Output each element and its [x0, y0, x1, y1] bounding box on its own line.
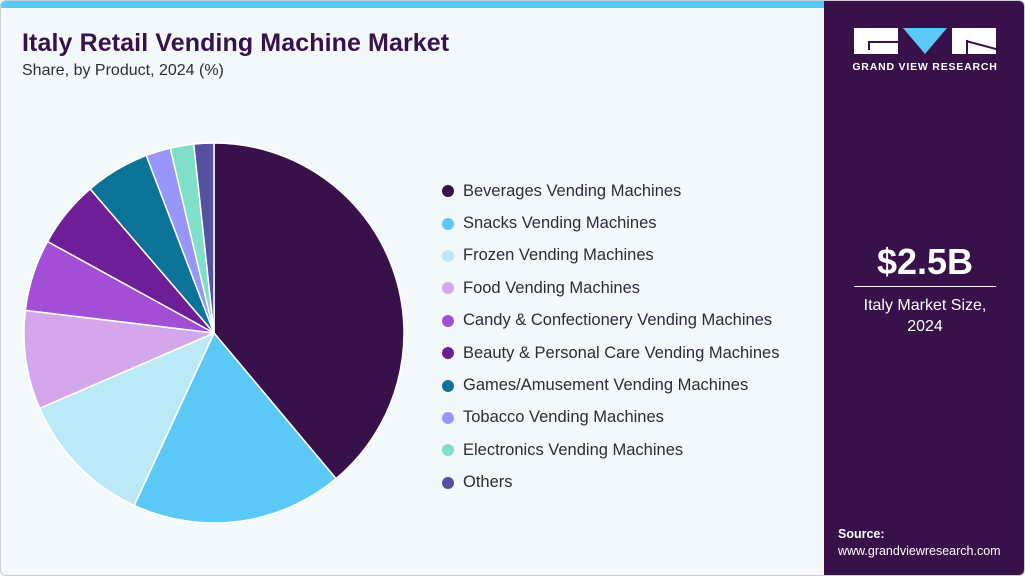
pie-slice-others	[192, 142, 215, 334]
legend-dot-icon	[442, 347, 454, 360]
source-title: Source:	[838, 527, 885, 541]
legend-item-electronics: Electronics Vending Machines	[442, 434, 779, 466]
pie-slice-frozen-vending-machines	[38, 332, 215, 507]
market-size-label-line2: 2024	[907, 318, 943, 335]
legend-item-tobacco: Tobacco Vending Machines	[442, 402, 779, 434]
legend-item-others: Others	[442, 467, 779, 499]
pie-slice-snacks-vending-machines	[133, 332, 337, 524]
accent-bar	[1, 1, 824, 8]
legend-dot-icon	[442, 444, 454, 457]
legend-dot-icon	[442, 185, 454, 198]
legend-dot-icon	[442, 217, 454, 230]
pie-slice-beverages-vending-machines	[213, 142, 405, 480]
legend-label: Beauty & Personal Care Vending Machines	[463, 343, 780, 362]
pie-svg	[23, 142, 405, 524]
market-size-label-line1: Italy Market Size,	[863, 297, 987, 314]
legend-item-games: Games/Amusement Vending Machines	[442, 369, 779, 401]
legend-dot-icon	[442, 411, 454, 424]
legend-label: Others	[463, 473, 513, 492]
legend-label: Snacks Vending Machines	[463, 214, 657, 233]
divider	[854, 286, 996, 287]
source-link[interactable]: www.grandviewresearch.com	[838, 544, 1001, 558]
legend-dot-icon	[442, 249, 454, 262]
legend-item-beauty: Beauty & Personal Care Vending Machines	[442, 337, 779, 369]
market-size-value: $2.5B	[876, 241, 974, 282]
side-panel: GRAND VIEW RESEARCH $2.5B Italy Market S…	[824, 1, 1024, 575]
legend-dot-icon	[442, 379, 454, 392]
legend-item-candy: Candy & Confectionery Vending Machines	[442, 305, 779, 337]
pie-chart	[1, 1, 431, 575]
legend-dot-icon	[442, 314, 454, 327]
chart-subtitle: Share, by Product, 2024 (%)	[22, 62, 224, 79]
market-size-label: Italy Market Size, 2024	[824, 295, 1024, 337]
legend-label: Food Vending Machines	[463, 278, 641, 297]
legend-label: Tobacco Vending Machines	[463, 408, 664, 427]
legend-item-frozen: Frozen Vending Machines	[442, 240, 779, 272]
chart-title: Italy Retail Vending Machine Market	[22, 29, 450, 57]
pie-slice-food-vending-machines	[23, 309, 215, 410]
legend-label: Games/Amusement Vending Machines	[463, 376, 749, 395]
legend-item-food: Food Vending Machines	[442, 272, 779, 304]
legend-item-beverages: Beverages Vending Machines	[442, 175, 779, 207]
grand-view-research-logo-icon	[854, 28, 996, 54]
legend-label: Candy & Confectionery Vending Machines	[463, 311, 773, 330]
brand-name: GRAND VIEW RESEARCH	[852, 61, 998, 73]
legend-dot-icon	[442, 282, 454, 295]
legend-dot-icon	[442, 476, 454, 489]
legend-label: Electronics Vending Machines	[463, 440, 684, 459]
legend-label: Frozen Vending Machines	[463, 246, 654, 265]
legend-label: Beverages Vending Machines	[463, 181, 682, 200]
legend: Beverages Vending Machines Snacks Vendin…	[442, 175, 779, 499]
legend-item-snacks: Snacks Vending Machines	[442, 207, 779, 239]
